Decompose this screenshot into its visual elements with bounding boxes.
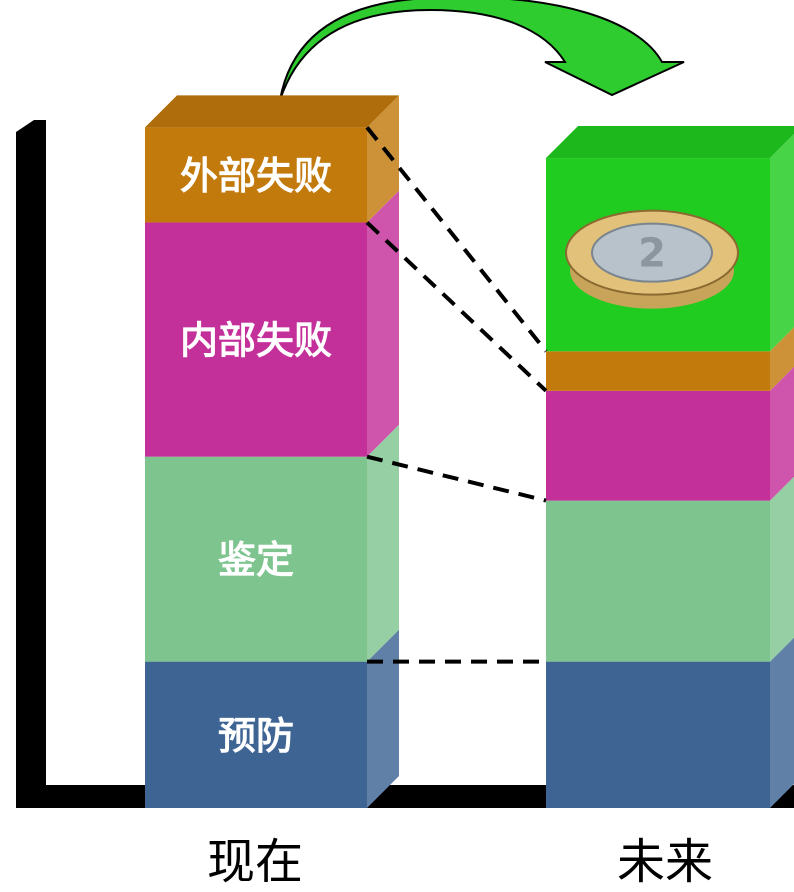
bar-top-face — [145, 95, 399, 128]
category-label-future: 未来 — [617, 834, 713, 890]
bar-segment — [145, 661, 367, 808]
segment-label: 外部失败 — [180, 154, 332, 198]
bar-segment — [145, 456, 367, 662]
bar-segment — [546, 390, 770, 501]
bar-segment-side — [367, 190, 399, 457]
bar-segment — [145, 222, 367, 457]
bar-segment-side — [770, 637, 794, 808]
plot-area: 预防 鉴定 内部失败 外部失败 2 — [145, 95, 794, 808]
bar-segment-side — [770, 327, 794, 391]
segment-label: 内部失败 — [180, 319, 332, 363]
bar-segment — [546, 351, 770, 391]
connector-line — [365, 126, 548, 353]
segment-label: 鉴定 — [218, 538, 294, 582]
segment-label: 预防 — [218, 714, 294, 758]
bar-segment — [546, 500, 770, 662]
connector-line — [366, 454, 547, 503]
y-axis — [16, 132, 46, 808]
bar-segment-side — [770, 366, 794, 501]
arrow-icon — [279, 0, 685, 101]
bar-segment-side — [367, 424, 399, 662]
bar-top-face — [546, 126, 794, 159]
y-axis-top — [16, 120, 46, 132]
bar-segment-side — [367, 95, 399, 223]
bar-segment-side — [367, 629, 399, 808]
coin-center — [591, 222, 713, 283]
bar-segment-side — [770, 134, 794, 352]
bar-segment — [145, 127, 367, 223]
bar-segment-side — [770, 476, 794, 662]
category-label-now: 现在 — [207, 834, 303, 890]
bar-segment — [546, 661, 770, 808]
connector-line — [365, 221, 548, 393]
coin-numeral: 2 — [638, 231, 666, 277]
